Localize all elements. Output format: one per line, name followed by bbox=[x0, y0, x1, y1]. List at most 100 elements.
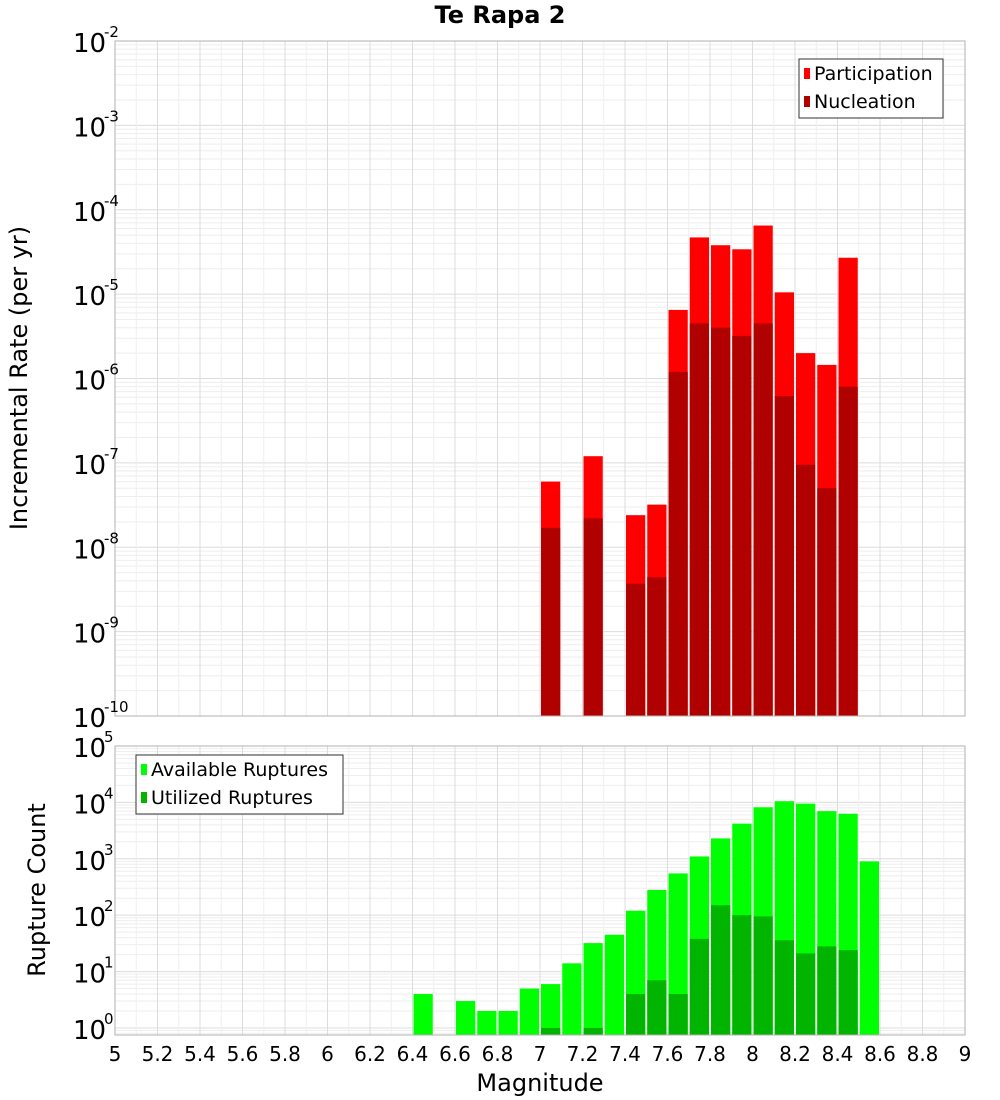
rate-y-tick-label: 10 bbox=[73, 282, 106, 312]
rate-bar-nucleation bbox=[817, 488, 837, 716]
count-bar-utilized-ruptures bbox=[583, 1027, 603, 1035]
x-tick-label: 8.8 bbox=[907, 1042, 939, 1066]
count-bar-utilized-ruptures bbox=[541, 1027, 561, 1035]
count-bar-utilized-ruptures bbox=[753, 916, 773, 1035]
x-tick-label: 8.4 bbox=[822, 1042, 854, 1066]
count-bar-available-ruptures bbox=[413, 994, 433, 1035]
rate-y-tick-label: 10 bbox=[73, 198, 106, 228]
count-bar-utilized-ruptures bbox=[711, 905, 731, 1035]
rate-y-tick-exponent: -8 bbox=[104, 529, 119, 547]
rate-bar-nucleation bbox=[541, 527, 561, 716]
rate-bar-nucleation bbox=[796, 464, 816, 716]
count-bar-available-ruptures bbox=[477, 1010, 497, 1035]
x-tick-label: 5 bbox=[109, 1042, 122, 1066]
count-y-tick-exponent: 2 bbox=[104, 897, 114, 915]
rate-y-tick-exponent: -5 bbox=[104, 276, 119, 294]
x-tick-label: 6.4 bbox=[397, 1042, 429, 1066]
count-bar-available-ruptures bbox=[583, 943, 603, 1035]
rate-legend-swatch bbox=[804, 96, 810, 107]
count-legend-swatch bbox=[141, 792, 147, 803]
bottom-y-axis-label: Rupture Count bbox=[23, 803, 51, 977]
x-tick-label: 7.4 bbox=[609, 1042, 641, 1066]
rate-legend bbox=[798, 58, 944, 119]
count-y-tick-label: 10 bbox=[73, 734, 106, 764]
x-tick-label: 6 bbox=[321, 1042, 334, 1066]
rate-bar-nucleation bbox=[732, 335, 752, 716]
count-legend-swatch bbox=[141, 764, 147, 775]
x-tick-label: 5.4 bbox=[184, 1042, 216, 1066]
top-y-axis-label: Incremental Rate (per yr) bbox=[5, 226, 33, 530]
rate-y-tick-exponent: -7 bbox=[104, 445, 119, 463]
rate-bar-nucleation bbox=[689, 323, 709, 716]
count-y-tick-exponent: 0 bbox=[104, 1010, 114, 1028]
count-bar-utilized-ruptures bbox=[817, 946, 837, 1035]
count-bar-available-ruptures bbox=[519, 988, 539, 1035]
count-bar-available-ruptures bbox=[859, 861, 879, 1035]
count-legend bbox=[135, 754, 344, 815]
rate-y-tick-label: 10 bbox=[73, 29, 106, 59]
x-tick-label: 7.6 bbox=[652, 1042, 684, 1066]
count-y-tick-label: 10 bbox=[73, 903, 106, 933]
rate-bar-nucleation bbox=[668, 371, 688, 716]
rate-y-tick-label: 10 bbox=[73, 620, 106, 650]
rate-legend-entry: Nucleation bbox=[814, 91, 916, 113]
count-bar-utilized-ruptures bbox=[626, 994, 646, 1035]
rate-bar-nucleation bbox=[647, 577, 667, 716]
x-axis-label: Magnitude bbox=[476, 1069, 603, 1097]
x-tick-label: 5.6 bbox=[227, 1042, 259, 1066]
rate-bar-nucleation bbox=[753, 323, 773, 716]
count-bar-available-ruptures bbox=[498, 1010, 518, 1035]
x-tick-label: 8.6 bbox=[864, 1042, 896, 1066]
x-tick-label: 5.8 bbox=[269, 1042, 301, 1066]
rate-bar-nucleation bbox=[838, 386, 858, 716]
rate-bar-nucleation bbox=[626, 583, 646, 716]
rate-bar-nucleation bbox=[774, 396, 794, 716]
x-tick-label: 7.2 bbox=[567, 1042, 599, 1066]
x-tick-label: 6.2 bbox=[354, 1042, 386, 1066]
rate-plot-frame bbox=[114, 40, 966, 717]
count-plot-frame bbox=[114, 745, 966, 1036]
count-legend-entry: Available Ruptures bbox=[151, 759, 328, 781]
chart-title: Te Rapa 2 bbox=[435, 1, 566, 29]
count-bar-available-ruptures bbox=[604, 934, 624, 1035]
count-bar-utilized-ruptures bbox=[668, 994, 688, 1035]
x-tick-label: 6.6 bbox=[439, 1042, 471, 1066]
count-bar-utilized-ruptures bbox=[647, 980, 667, 1035]
count-bar-utilized-ruptures bbox=[732, 915, 752, 1035]
x-tick-label: 8.2 bbox=[779, 1042, 811, 1066]
count-bar-utilized-ruptures bbox=[838, 950, 858, 1035]
count-y-tick-exponent: 4 bbox=[104, 784, 114, 802]
count-bar-available-ruptures bbox=[562, 963, 582, 1035]
rate-panel: 10-210-310-410-510-610-710-810-910-10Par… bbox=[73, 23, 966, 734]
x-tick-label: 6.8 bbox=[482, 1042, 514, 1066]
rate-y-tick-exponent: -9 bbox=[104, 614, 119, 632]
rate-bar-nucleation bbox=[711, 327, 731, 716]
count-y-tick-label: 10 bbox=[73, 960, 106, 990]
rate-y-tick-label: 10 bbox=[73, 704, 106, 734]
rate-y-tick-exponent: -6 bbox=[104, 361, 119, 379]
rate-y-tick-label: 10 bbox=[73, 367, 106, 397]
count-y-tick-exponent: 3 bbox=[104, 841, 114, 859]
count-bar-utilized-ruptures bbox=[689, 938, 709, 1035]
rate-y-tick-label: 10 bbox=[73, 535, 106, 565]
count-bar-available-ruptures bbox=[541, 984, 561, 1035]
rate-y-tick-exponent: -10 bbox=[104, 698, 129, 716]
x-tick-label: 8 bbox=[746, 1042, 759, 1066]
count-bar-utilized-ruptures bbox=[796, 953, 816, 1035]
rate-y-tick-label: 10 bbox=[73, 451, 106, 481]
rate-y-tick-label: 10 bbox=[73, 113, 106, 143]
count-y-tick-label: 10 bbox=[73, 847, 106, 877]
x-tick-label: 7.8 bbox=[694, 1042, 726, 1066]
rate-y-tick-exponent: -2 bbox=[104, 23, 119, 41]
rate-legend-entry: Participation bbox=[814, 63, 933, 85]
x-tick-label: 5.2 bbox=[142, 1042, 174, 1066]
x-tick-label: 7 bbox=[534, 1042, 547, 1066]
count-y-tick-label: 10 bbox=[73, 1016, 106, 1046]
count-y-tick-label: 10 bbox=[73, 790, 106, 820]
x-tick-label: 9 bbox=[959, 1042, 972, 1066]
rate-legend-swatch bbox=[804, 68, 810, 79]
count-bar-utilized-ruptures bbox=[774, 940, 794, 1035]
count-y-tick-exponent: 5 bbox=[104, 728, 114, 746]
